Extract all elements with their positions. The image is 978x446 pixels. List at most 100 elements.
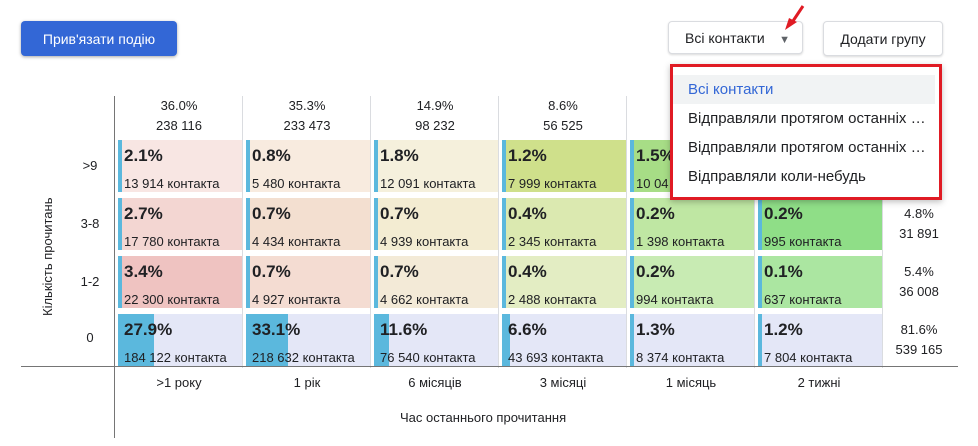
column-total-header: 8.6% 56 525 [500,96,626,136]
column-total-percent: 8.6% [548,98,578,113]
column-divider [754,96,755,368]
cell-count: 995 контакта [764,234,842,249]
cell-percent: 6.6% [508,320,547,339]
grid-cell[interactable]: 0.2% 994 контакта [630,256,754,308]
grid-cell[interactable]: 0.1% 637 контакта [758,256,882,308]
annotation-arrow-icon [785,5,805,30]
grid-cell[interactable]: 3.4% 22 300 контакта [118,256,242,308]
cell-fill-bar [502,314,510,366]
row-total-percent: 5.4% [904,264,934,279]
grid-cell[interactable]: 33.1% 218 632 контакта [246,314,370,366]
grid-cell[interactable]: 0.4% 2 345 контакта [502,198,626,250]
grid-cell[interactable]: 1.2% 7 999 контакта [502,140,626,192]
cell-count: 8 374 контакта [636,350,725,365]
cell-fill-bar [374,314,389,366]
cell-count: 1 398 контакта [636,234,725,249]
cell-percent: 0.7% [380,262,419,281]
cell-count: 637 контакта [764,292,842,307]
cell-count: 43 693 контакта [508,350,604,365]
cell-fill-bar [630,314,634,366]
column-total-percent: 36.0% [160,98,198,113]
grid-cell[interactable]: 1.3% 8 374 контакта [630,314,754,366]
cell-percent: 33.1% [252,320,301,339]
cell-fill-bar [502,198,506,250]
cell-percent: 2.7% [124,204,163,223]
bind-event-button[interactable]: Прив'язати подію [21,21,177,56]
cell-percent: 0.8% [252,146,291,165]
row-total-count: 31 891 [899,226,939,241]
cell-percent: 0.4% [508,204,547,223]
column-total-percent: 14.9% [416,98,454,113]
grid-cell[interactable]: 0.7% 4 662 контакта [374,256,498,308]
add-group-button[interactable]: Додати групу [823,21,943,56]
contacts-filter-menu: Всі контакти Відправляли протягом останн… [670,64,942,200]
column-divider [626,96,627,368]
grid-cell[interactable]: 1.2% 7 804 контакта [758,314,882,366]
contacts-filter-dropdown[interactable]: Всі контакти ▼ [668,21,803,54]
cell-count: 22 300 контакта [124,292,220,307]
menu-item-sent-ever[interactable]: Відправляли коли-небудь [688,168,866,185]
cell-count: 7 999 контакта [508,176,597,191]
cell-fill-bar [374,256,378,308]
cell-count: 184 122 контакта [124,350,227,365]
cell-percent: 1.8% [380,146,419,165]
grid-cell[interactable]: 11.6% 76 540 контакта [374,314,498,366]
cell-percent: 0.7% [252,204,291,223]
cell-count: 76 540 контакта [380,350,476,365]
column-total-count: 98 232 [415,118,455,133]
grid-cell[interactable]: 6.6% 43 693 контакта [502,314,626,366]
grid-cell[interactable]: 1.8% 12 091 контакта [374,140,498,192]
cell-count: 4 927 контакта [252,292,341,307]
cell-percent: 1.3% [636,320,675,339]
cell-count: 994 контакта [636,292,714,307]
row-total-percent: 4.8% [904,206,934,221]
cell-fill-bar [630,140,634,192]
column-total-percent: 35.3% [288,98,326,113]
cell-percent: 0.2% [764,204,803,223]
cell-percent: 11.6% [380,320,428,339]
cell-fill-bar [502,256,506,308]
column-divider [498,96,499,368]
y-axis-title: Кількість прочитань [40,197,55,316]
cell-percent: 27.9% [124,320,173,339]
cell-fill-bar [502,140,506,192]
cell-fill-bar [758,314,762,366]
menu-item-all-contacts[interactable]: Всі контакти [673,75,935,104]
cell-fill-bar [630,198,634,250]
cell-fill-bar [374,140,378,192]
grid-cell[interactable]: 2.7% 17 780 контакта [118,198,242,250]
grid-cell[interactable]: 0.8% 5 480 контакта [246,140,370,192]
row-total: 81.6% 539 165 [886,320,952,360]
grid-cell[interactable]: 0.4% 2 488 контакта [502,256,626,308]
cell-fill-bar [246,198,250,250]
chevron-down-icon: ▼ [779,34,790,46]
row-total: 4.8% 31 891 [886,204,952,244]
cell-fill-bar [118,256,122,308]
cell-percent: 0.7% [252,262,291,281]
grid-cell[interactable]: 0.2% 1 398 контакта [630,198,754,250]
cell-count: 10 04 [636,176,669,191]
contacts-filter-label: Всі контакти [685,29,765,46]
grid-cell[interactable]: 0.7% 4 434 контакта [246,198,370,250]
column-total-count: 238 116 [155,118,203,133]
cell-percent: 0.2% [636,204,675,223]
column-divider [370,96,371,368]
cell-percent: 1.5% [636,146,675,165]
grid-cell[interactable]: 0.7% 4 927 контакта [246,256,370,308]
x-axis-label: 2 тижні [797,375,841,390]
cell-fill-bar [758,198,762,250]
cell-count: 4 662 контакта [380,292,469,307]
grid-cell[interactable]: 0.2% 995 контакта [758,198,882,250]
cell-percent: 0.4% [508,262,547,281]
row-total-percent: 81.6% [900,322,938,337]
cell-fill-bar [118,198,122,250]
menu-item-sent-recently-1[interactable]: Відправляли протягом останніх … [688,110,926,127]
grid-cell[interactable]: 27.9% 184 122 контакта [118,314,242,366]
column-total-count: 233 473 [283,118,331,133]
row-label: 0 [86,330,94,345]
grid-cell[interactable]: 0.7% 4 939 контакта [374,198,498,250]
cell-fill-bar [246,314,288,366]
menu-item-sent-recently-2[interactable]: Відправляли протягом останніх … [688,139,926,156]
cell-count: 5 480 контакта [252,176,341,191]
grid-cell[interactable]: 2.1% 13 914 контакта [118,140,242,192]
